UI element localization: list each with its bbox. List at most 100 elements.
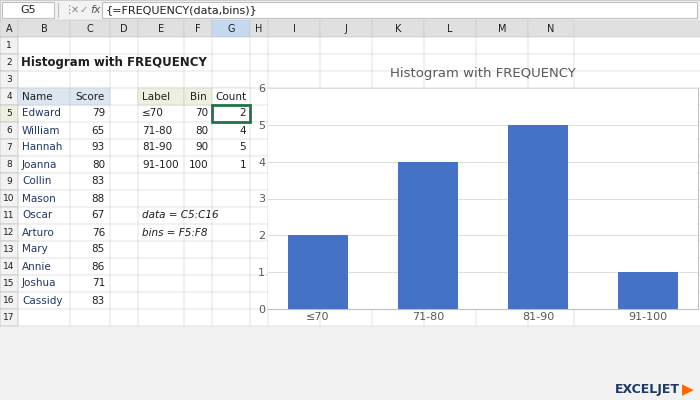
Text: Count: Count	[215, 92, 246, 102]
Text: 71-80: 71-80	[142, 126, 172, 136]
Text: J: J	[344, 24, 347, 34]
Bar	[184, 20, 212, 37]
Text: Hannah: Hannah	[22, 142, 62, 152]
Text: ✓: ✓	[80, 5, 88, 15]
Bar	[476, 20, 528, 37]
Text: ▶: ▶	[682, 382, 694, 398]
Text: C: C	[87, 24, 93, 34]
Text: 5: 5	[239, 142, 246, 152]
Text: 1: 1	[6, 41, 12, 50]
Text: E: E	[158, 24, 164, 34]
Text: Histogram with FREQUENCY: Histogram with FREQUENCY	[21, 56, 207, 69]
Text: G5: G5	[20, 5, 36, 15]
Bar	[0, 224, 18, 241]
Text: F: F	[195, 24, 201, 34]
Text: 9: 9	[6, 177, 12, 186]
Text: 15: 15	[4, 279, 15, 288]
Text: 79: 79	[92, 108, 105, 118]
Text: 7: 7	[6, 143, 12, 152]
Bar	[0, 54, 18, 71]
Bar	[0, 190, 18, 207]
Text: 90: 90	[195, 142, 208, 152]
Bar	[0, 71, 18, 88]
Text: William: William	[22, 126, 60, 136]
Bar	[508, 125, 568, 309]
Text: I: I	[293, 24, 295, 34]
Text: 83: 83	[92, 296, 105, 306]
Text: Arturo: Arturo	[22, 228, 55, 238]
Text: ✕: ✕	[71, 5, 79, 15]
Text: 100: 100	[188, 160, 208, 170]
Text: 86: 86	[92, 262, 105, 272]
Text: M: M	[498, 24, 506, 34]
Bar	[212, 88, 250, 105]
Text: 85: 85	[92, 244, 105, 254]
Text: Joshua: Joshua	[22, 278, 57, 288]
Text: Mary: Mary	[22, 244, 48, 254]
Bar	[0, 241, 18, 258]
Text: 10: 10	[4, 194, 15, 203]
Text: L: L	[447, 24, 453, 34]
Bar	[288, 235, 348, 309]
Text: 4: 4	[239, 126, 246, 136]
Text: 4: 4	[6, 92, 12, 101]
Text: 91-100: 91-100	[142, 160, 178, 170]
Bar	[0, 0, 700, 20]
Text: bins = F5:F8: bins = F5:F8	[142, 228, 207, 238]
Bar	[212, 105, 250, 122]
Text: data = C5:C16: data = C5:C16	[142, 210, 218, 220]
Text: B: B	[41, 24, 48, 34]
Bar	[372, 20, 424, 37]
Bar	[70, 88, 110, 105]
Text: 14: 14	[4, 262, 15, 271]
Text: 2: 2	[239, 108, 246, 118]
Bar	[18, 88, 70, 105]
Text: K: K	[395, 24, 401, 34]
Bar	[70, 20, 110, 37]
Text: Label: Label	[142, 92, 170, 102]
Bar	[0, 20, 700, 37]
Bar	[102, 2, 697, 18]
Text: Annie: Annie	[22, 262, 52, 272]
Bar	[138, 88, 184, 105]
Text: A: A	[6, 24, 13, 34]
Bar	[0, 173, 18, 190]
Text: Bin: Bin	[190, 92, 206, 102]
Bar	[0, 156, 18, 173]
Bar	[268, 20, 320, 37]
Text: 5: 5	[6, 109, 12, 118]
Text: fx: fx	[90, 5, 101, 15]
Text: 1: 1	[239, 160, 246, 170]
Text: 67: 67	[92, 210, 105, 220]
Text: 88: 88	[92, 194, 105, 204]
Text: 80: 80	[195, 126, 208, 136]
Text: Score: Score	[76, 92, 104, 102]
Text: 71: 71	[92, 278, 105, 288]
Text: 81-90: 81-90	[142, 142, 172, 152]
Text: 76: 76	[92, 228, 105, 238]
Bar	[0, 292, 18, 309]
Bar	[618, 272, 678, 309]
Text: Mason: Mason	[22, 194, 56, 204]
Text: 17: 17	[4, 313, 15, 322]
Bar	[320, 20, 372, 37]
Text: 8: 8	[6, 160, 12, 169]
Bar	[0, 122, 18, 139]
Text: H: H	[256, 24, 262, 34]
Text: 6: 6	[6, 126, 12, 135]
Bar	[0, 139, 18, 156]
Text: Name: Name	[22, 92, 52, 102]
Text: 16: 16	[4, 296, 15, 305]
Bar	[0, 37, 18, 54]
Bar	[0, 258, 18, 275]
Bar	[0, 309, 18, 326]
Text: 83: 83	[92, 176, 105, 186]
Text: Edward: Edward	[22, 108, 61, 118]
Bar	[0, 275, 18, 292]
Text: 80: 80	[92, 160, 105, 170]
Text: 93: 93	[92, 142, 105, 152]
Bar	[528, 20, 574, 37]
Bar	[424, 20, 476, 37]
Bar	[0, 207, 18, 224]
Text: G: G	[228, 24, 234, 34]
